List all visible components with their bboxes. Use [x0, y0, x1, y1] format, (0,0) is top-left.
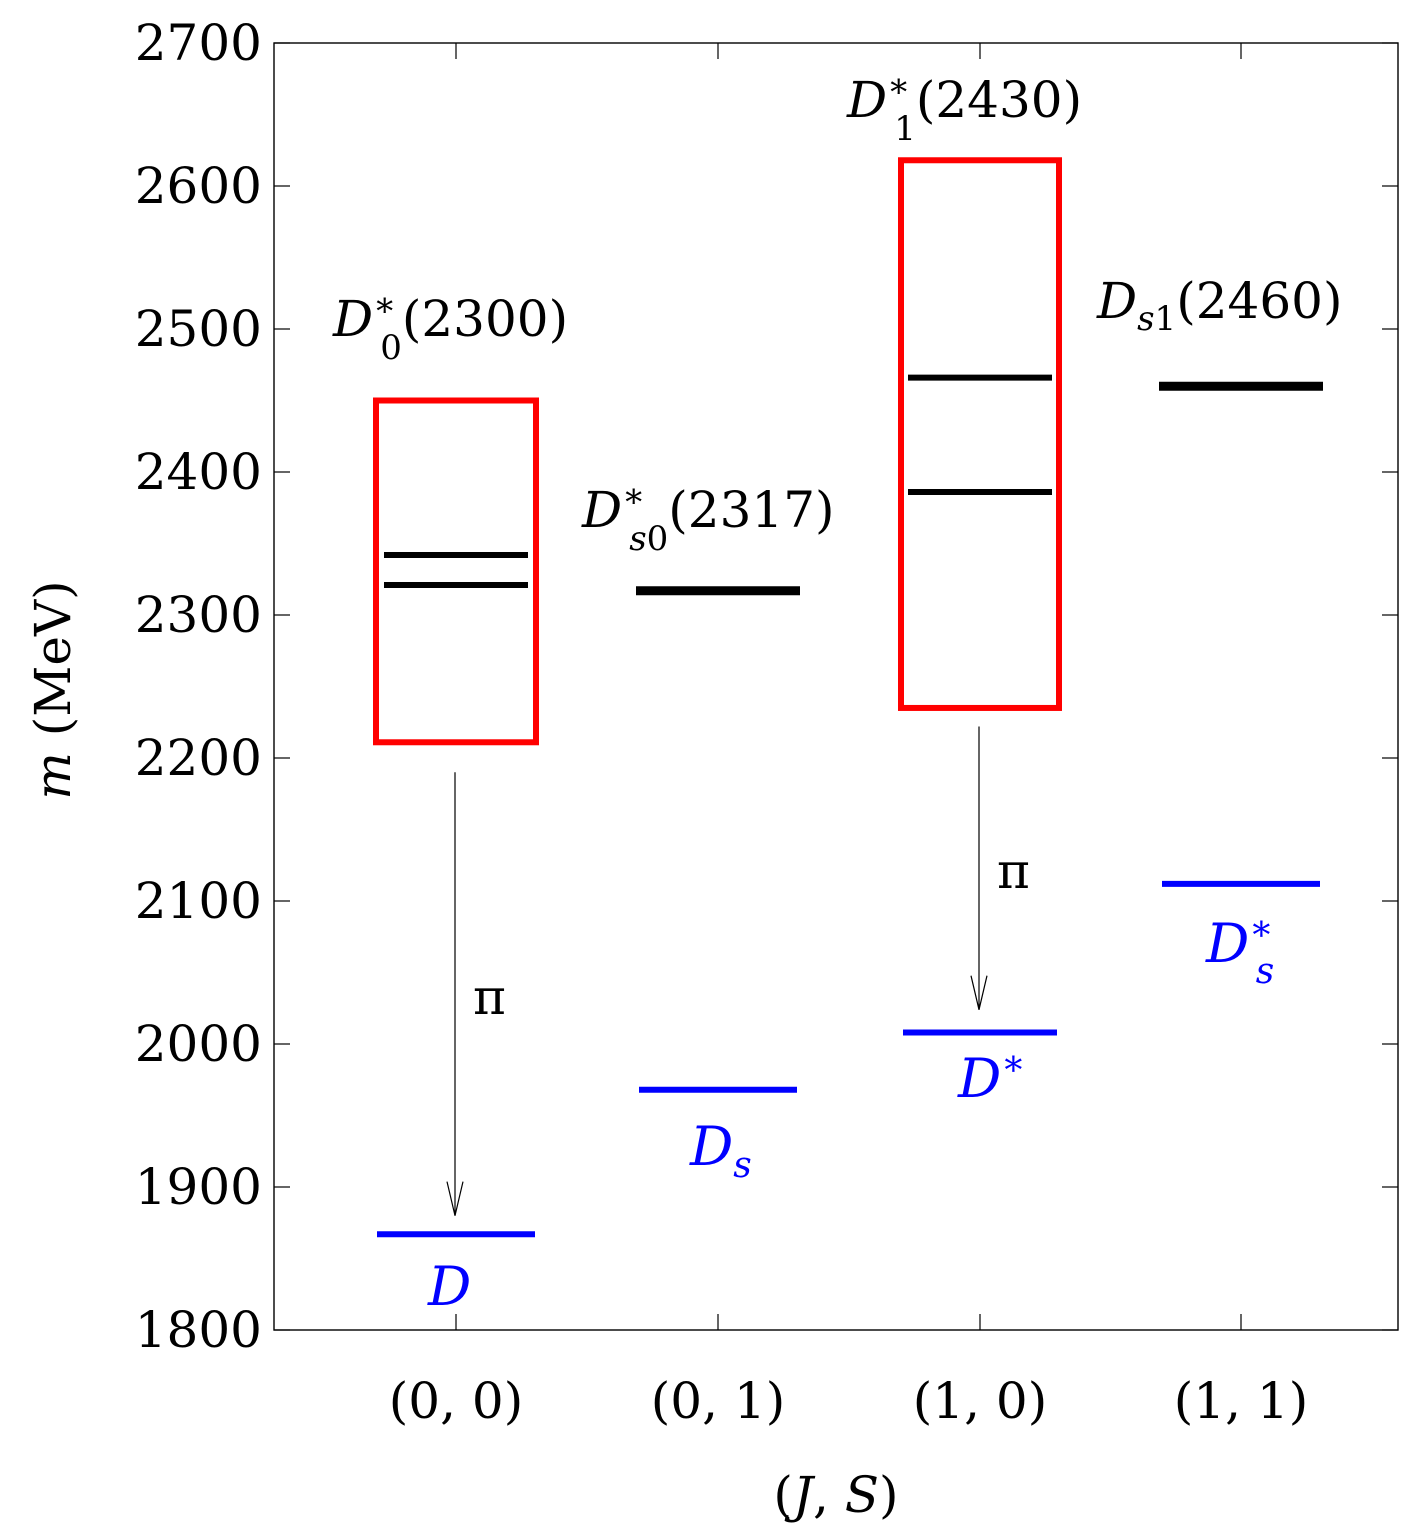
- uncertainty-band: [373, 397, 539, 746]
- y-tick-label: 2000: [135, 1015, 262, 1073]
- state-label-layer: D∗ 0(2300) D∗ s0(2317) D∗ 1(2430) Ds1(2460): [332, 66, 1342, 559]
- x-tick-label: (1, 0): [913, 1372, 1047, 1430]
- y-tick-label: 2400: [135, 443, 262, 501]
- y-tick-label: 1900: [135, 1158, 262, 1216]
- decay-label: π: [473, 968, 506, 1026]
- x-axis-title: (J, S): [773, 1466, 898, 1524]
- decay-label: π: [997, 842, 1030, 900]
- level-layer: [377, 374, 1323, 1238]
- band-layer: [373, 157, 1062, 746]
- decay-arrow-head: [446, 1181, 464, 1216]
- y-tick-label: 2100: [135, 872, 262, 930]
- y-tick-label: 2600: [135, 157, 262, 215]
- threshold-label-ds: Ds: [689, 1115, 752, 1186]
- state-label-ds0-2317: D∗ s0(2317): [581, 476, 835, 559]
- state-label-ds1-2460: Ds1(2460): [1096, 272, 1342, 339]
- y-tick-label: 2700: [135, 14, 262, 72]
- state-label-d1-2430: D∗ 1(2430): [846, 66, 1082, 149]
- decay-layer: ππ: [446, 726, 1030, 1216]
- tick-layer: 1800 1900 2000 2100 2200 2300 2400 2500 2600 2700…: [135, 14, 1398, 1430]
- threshold-label-d: D: [427, 1255, 471, 1318]
- y-tick-label: 2300: [135, 586, 262, 644]
- plot-border: [273, 42, 1399, 1331]
- x-tick-label: (0, 1): [651, 1372, 785, 1430]
- plot-frame: [273, 42, 1399, 1331]
- threshold-label-dstar: D∗: [957, 1043, 1026, 1110]
- decay-arrow-head: [970, 975, 988, 1010]
- y-tick-label: 2200: [135, 729, 262, 787]
- y-tick-label: 1800: [135, 1301, 262, 1359]
- uncertainty-band: [898, 157, 1062, 711]
- y-axis-title: m (MeV): [24, 580, 82, 799]
- x-tick-label: (1, 1): [1174, 1372, 1308, 1430]
- y-tick-label: 2500: [135, 300, 262, 358]
- threshold-label-dsstar: D∗ s: [1205, 908, 1274, 992]
- state-label-d0-2300: D∗ 0(2300): [332, 285, 568, 368]
- x-tick-label: (0, 0): [389, 1372, 523, 1430]
- threshold-label-layer: D Ds D∗ D∗ s: [427, 908, 1274, 1318]
